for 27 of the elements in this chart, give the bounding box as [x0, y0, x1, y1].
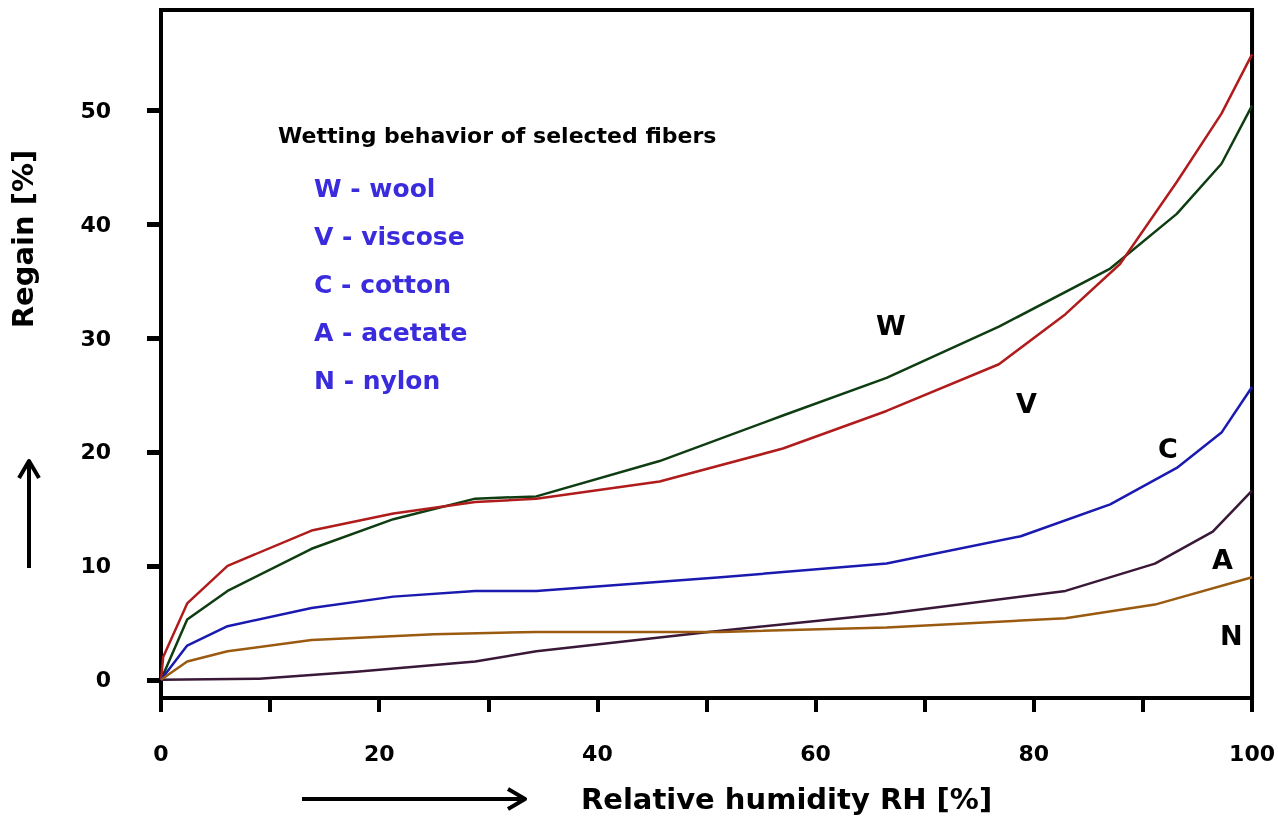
series-label: A — [1212, 544, 1233, 575]
annotation: V - viscose — [314, 222, 465, 251]
y-tick-label: 50 — [80, 97, 111, 123]
y-tick-label: 40 — [80, 211, 111, 237]
annotation: W - wool — [314, 174, 436, 203]
x-tick-label: 40 — [582, 740, 613, 766]
text: Wetting behavior of selected fibers — [278, 122, 717, 148]
annotation: A - acetate — [314, 318, 468, 347]
x-axis-title: Relative humidity RH [%] — [580, 781, 993, 816]
series-label: W — [876, 310, 906, 341]
x-tick-label: 100 — [1229, 740, 1276, 766]
annotation: N - nylon — [314, 366, 441, 395]
x-tick-label: 80 — [1018, 740, 1050, 766]
y-tick-label: 0 — [95, 667, 111, 693]
series-label: C — [1158, 433, 1178, 464]
series-label: V — [1016, 388, 1037, 419]
y-tick-label: 20 — [80, 439, 111, 465]
line-series — [159, 576, 1254, 682]
line-series — [159, 489, 1254, 682]
y-tick-label: 10 — [80, 553, 111, 579]
y-axis-title: Regain [%] — [5, 149, 40, 329]
x-tick-label: 20 — [363, 740, 395, 766]
y-tick-label: 30 — [80, 325, 111, 351]
x-tick-label: 0 — [153, 740, 169, 766]
series-label: N — [1220, 620, 1243, 651]
annotation: C - cotton — [314, 270, 451, 299]
x-tick-label: 60 — [800, 740, 831, 766]
